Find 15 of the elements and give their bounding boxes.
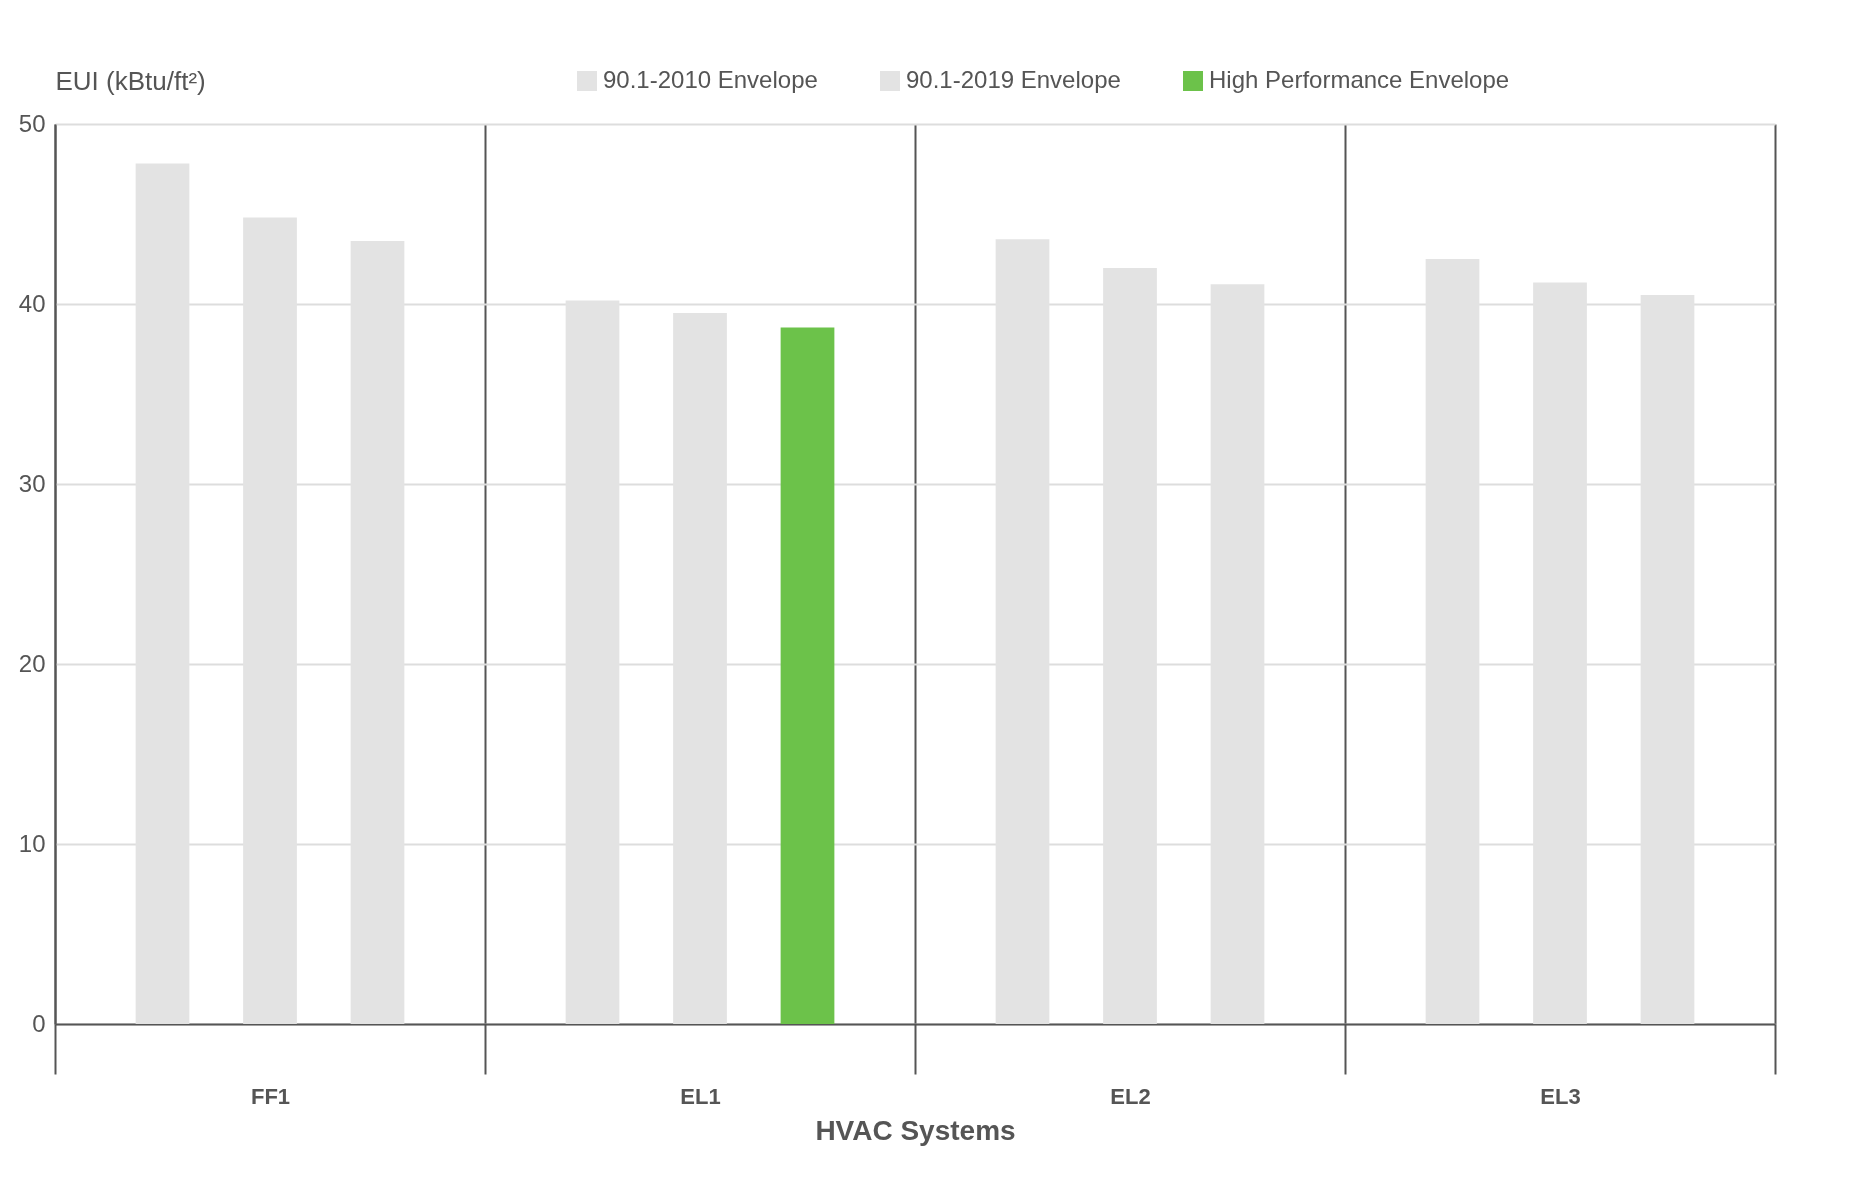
- legend-label: 90.1-2010 Envelope: [603, 66, 818, 93]
- x-axis-title: HVAC Systems: [815, 1114, 1016, 1146]
- legend-label: High Performance Envelope: [1209, 66, 1510, 93]
- y-tick-label: 0: [32, 1009, 46, 1037]
- x-tick-label: FF1: [250, 1083, 291, 1109]
- legend-label: 90.1-2019 Envelope: [906, 66, 1121, 93]
- y-tick-label: 10: [18, 829, 46, 857]
- y-tick-label: 30: [18, 469, 46, 497]
- y-axis-title: EUI (kBtu/ft²): [55, 65, 206, 96]
- y-tick-label: 40: [18, 289, 46, 317]
- y-tick-label: 50: [18, 109, 46, 137]
- x-tick-label: EL2: [1110, 1083, 1151, 1109]
- y-tick-label: 20: [18, 649, 46, 677]
- x-tick-label: EL1: [680, 1083, 721, 1109]
- x-tick-label: EL3: [1540, 1083, 1581, 1109]
